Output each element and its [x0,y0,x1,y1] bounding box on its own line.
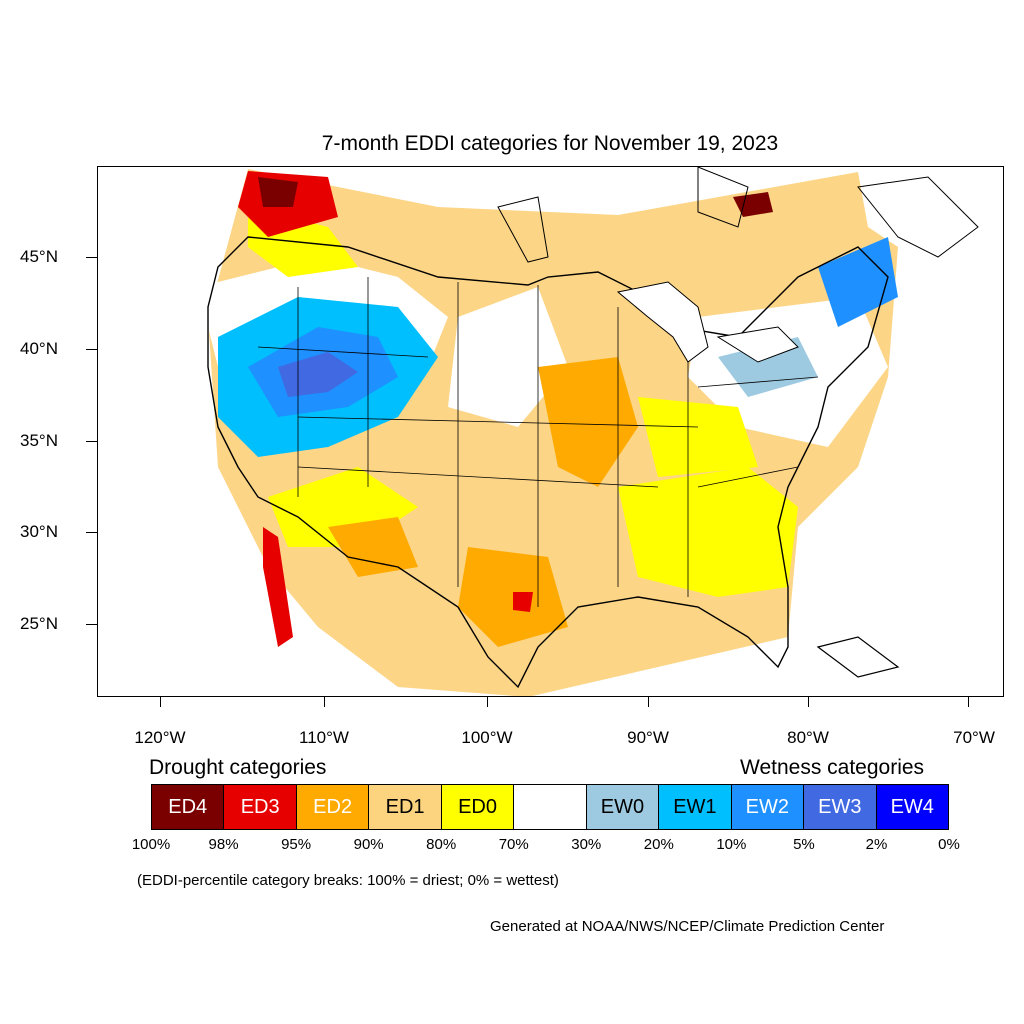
lat-tick-45 [86,257,97,258]
legend-box-ed0: ED0 [441,785,515,829]
lon-label-80: 80°W [787,728,829,747]
lat-label-30: 30°N [20,522,58,541]
lat-tick-35 [86,441,97,442]
percentile-note: (EDDI-percentile category breaks: 100% =… [137,872,559,889]
percentile-label: 0% [938,836,960,853]
lon-tick-110 [324,697,325,707]
state-boundaries [257,277,819,607]
legend-box-ed1: ED1 [369,785,442,829]
great-lakes [616,281,799,363]
percentile-label: 2% [865,836,888,853]
legend-box-ew2: EW2 [731,785,805,829]
lon-tick-120 [160,697,161,707]
ed0-region-ohio [638,397,758,477]
map-panel [97,166,1004,697]
percentile-label: 30% [571,836,602,853]
lon-tick-70 [968,697,969,707]
ed3-region-texas [513,592,533,612]
ed4-region-northwest [258,177,298,207]
wetness-categories-title: Wetness categories [740,756,925,779]
percentile-label: 98% [208,836,239,853]
percentile-label: 80% [426,836,457,853]
lon-label-100: 100°W [461,728,513,747]
lon-tick-100 [487,697,488,707]
lat-tick-30 [86,532,97,533]
legend-box-ew1: EW1 [659,785,732,829]
lon-label-90: 90°W [627,728,669,747]
percentile-label: 5% [793,836,815,853]
canada-coastline [497,167,979,263]
map-title: 7-month EDDI categories for November 19,… [321,132,779,155]
percentile-label: 90% [353,836,384,853]
eddi-map [198,167,979,696]
legend-box-normal [514,785,587,829]
percentile-label: 70% [498,836,529,853]
lon-tick-80 [808,697,809,707]
lat-label-35: 35°N [20,431,58,450]
lon-label-70: 70°W [953,728,995,747]
lon-label-110: 110°W [299,728,349,747]
lat-label-40: 40°N [20,339,58,358]
percentile-label: 95% [281,836,312,853]
percentile-label: 100% [131,836,171,853]
percentile-label: 20% [643,836,674,853]
legend-box-ew3: EW3 [804,785,877,829]
drought-categories-title: Drought categories [149,756,327,779]
legend-box-ed3: ED3 [224,785,297,829]
ed2-region-newmexico [328,517,418,577]
category-legend: ED4 ED3 ED2 ED1 ED0 EW0 EW1 EW2 EW3 EW4 [151,784,949,830]
ed2-region-midwest [538,357,638,487]
legend-box-ew4: EW4 [876,785,948,829]
lon-label-120: 120°W [134,728,186,747]
lat-tick-25 [86,624,97,625]
percentile-label: 10% [716,836,747,853]
lon-tick-90 [648,697,649,707]
legend-box-ew0: EW0 [586,785,660,829]
lat-label-45: 45°N [20,247,58,266]
lat-label-25: 25°N [20,614,58,633]
cuba-outline [816,636,900,678]
legend-box-ed4: ED4 [152,785,225,829]
legend-box-ed2: ED2 [296,785,370,829]
ew-region-maine [818,237,898,327]
ed3-region-baja [263,527,293,647]
credit-line: Generated at NOAA/NWS/NCEP/Climate Predi… [490,918,885,935]
ed0-region-southeast [618,467,798,597]
lat-tick-40 [86,349,97,350]
ed4-region-ontario [733,192,773,217]
